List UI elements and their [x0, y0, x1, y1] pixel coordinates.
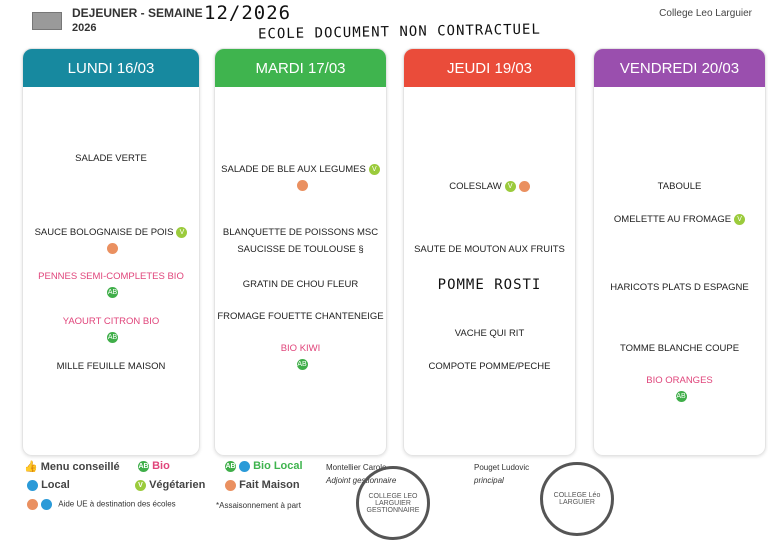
menu-item: TABOULE — [594, 181, 765, 192]
dish-name: GRATIN DE CHOU FLEUR — [242, 279, 359, 290]
handwritten-week: 12/2026 — [204, 2, 292, 24]
menu-item: OMELETTE AU FROMAGE V — [594, 214, 765, 225]
bio-icon: AB — [107, 287, 118, 299]
fait-maison-icon — [225, 479, 236, 491]
fait-maison-icon — [296, 180, 308, 192]
menu-item: HARICOTS PLATS D ESPAGNE — [594, 282, 765, 293]
dish-name: TOMME BLANCHE COUPE — [619, 343, 740, 354]
menu-item: COMPOTE POMME/PECHE — [404, 361, 575, 372]
bio-icon: AB — [107, 332, 118, 344]
dish-name: MILLE FEUILLE MAISON — [56, 361, 166, 372]
milk-icon — [41, 499, 52, 510]
legend-local: Local — [24, 479, 70, 491]
menu-item: PENNES SEMI-COMPLETES BIO — [23, 271, 199, 282]
vegetarian-icon: V — [176, 227, 188, 238]
dish-name: BIO ORANGES — [646, 375, 713, 386]
fait-maison-icon — [107, 243, 118, 255]
legend-fait-maison: Fait Maison — [222, 479, 300, 491]
menu-item: SALADE DE BLE AUX LEGUMES V — [215, 164, 386, 175]
day-header: VENDREDI 20/03 — [594, 49, 765, 87]
signatory-1-name: Montellier Carole — [326, 463, 387, 472]
dish-name: BLANQUETTE DE POISSONS MSC — [222, 227, 379, 238]
legend-vegetarien: V Végétarien — [132, 479, 205, 491]
signatory-2-role: principal — [474, 476, 504, 485]
day-header: JEUDI 19/03 — [404, 49, 575, 87]
menu-item: SAUCE BOLOGNAISE DE POIS V — [23, 227, 199, 238]
day-card-jeudi: JEUDI 19/03 COLESLAW V SAUTE DE MOUTON AUX … — [403, 48, 576, 456]
legend-aide-ue: Aide UE à destination des écoles — [24, 499, 176, 510]
dish-name: FROMAGE FOUETTE CHANTENEIGE — [217, 311, 384, 322]
apple-icon — [27, 499, 38, 510]
menu-item: GRATIN DE CHOU FLEUR — [215, 279, 386, 290]
dish-name: COLESLAW — [449, 181, 502, 193]
menu-item: MILLE FEUILLE MAISON — [23, 361, 199, 372]
bio-icon: AB — [138, 460, 149, 472]
college-logo — [32, 12, 62, 30]
dish-name: SALADE VERTE — [75, 153, 147, 164]
menu-item: COLESLAW V — [404, 181, 575, 192]
dish-name: TABOULE — [657, 181, 702, 192]
menu-item: BIO KIWI — [215, 343, 386, 354]
menu-item: POMME ROSTI — [404, 277, 575, 293]
menu-item: SALADE VERTE — [23, 153, 199, 164]
college-name: College Leo Larguier — [659, 8, 752, 19]
day-card-lundi: LUNDI 16/03 SALADE VERTE SAUCE BOLOGNAISE … — [22, 48, 200, 456]
handwritten-note: ECOLE DOCUMENT NON CONTRACTUEL — [257, 21, 541, 43]
menu-item: FROMAGE FOUETTE CHANTENEIGE — [215, 311, 386, 322]
signatory-2-name: Pouget Ludovic — [474, 463, 530, 472]
vegetarian-icon: V — [135, 479, 146, 491]
menu-item: BLANQUETTE DE POISSONS MSC — [215, 227, 386, 238]
stamp-gestionnaire: COLLEGE LEO LARGUIER GESTIONNAIRE — [356, 466, 430, 540]
vegetarian-icon: V — [734, 214, 746, 225]
legend-bio-local: AB Bio Local — [225, 460, 303, 472]
legend-menu-conseille: 👍 Menu conseillé — [24, 461, 120, 473]
day-header: LUNDI 16/03 — [23, 49, 199, 87]
dish-name: SAUTE DE MOUTON AUX FRUITS — [414, 244, 565, 255]
menu-title: DEJEUNER - SEMAINE — [72, 6, 203, 20]
vegetarian-icon: V — [504, 181, 516, 192]
thumb-icon: 👍 — [24, 461, 38, 473]
menu-item: VACHE QUI RIT — [404, 328, 575, 339]
signatory-1-role: Adjoint gestionnaire — [326, 476, 397, 485]
dish-name: YAOURT CITRON BIO — [62, 316, 160, 327]
vegetarian-icon: V — [368, 164, 380, 175]
dish-name: OMELETTE AU FROMAGE — [613, 214, 732, 226]
menu-item: SAUTE DE MOUTON AUX FRUITS — [404, 244, 575, 255]
local-icon — [27, 479, 38, 491]
menu-item: TOMME BLANCHE COUPE — [594, 343, 765, 354]
menu-item: YAOURT CITRON BIO — [23, 316, 199, 327]
dish-name: COMPOTE POMME/PECHE — [428, 361, 551, 372]
menu-year: 2026 — [72, 22, 97, 34]
dish-name: VACHE QUI RIT — [454, 328, 525, 339]
fait-maison-icon — [518, 181, 530, 192]
legend-assaisonnement: *Assaisonnement à part — [216, 501, 301, 510]
local-icon — [239, 460, 250, 472]
legend-bio: AB Bio — [138, 460, 170, 472]
day-card-mardi: MARDI 17/03 SALADE DE BLE AUX LEGUMES V BLA… — [214, 48, 387, 456]
bio-icon: AB — [225, 460, 236, 472]
dish-name: SAUCISSE DE TOULOUSE § — [237, 244, 364, 255]
menu-item: SAUCISSE DE TOULOUSE § — [215, 244, 386, 255]
handwritten-dish: POMME ROSTI — [437, 277, 542, 293]
day-header: MARDI 17/03 — [215, 49, 386, 87]
day-card-vendredi: VENDREDI 20/03 TABOULE OMELETTE AU FROMAGE… — [593, 48, 766, 456]
dish-name: SALADE DE BLE AUX LEGUMES — [221, 164, 366, 176]
dish-name: BIO KIWI — [280, 343, 321, 354]
stamp-principal: COLLEGE Léo LARGUIER — [540, 462, 614, 536]
dish-name: SAUCE BOLOGNAISE DE POIS — [34, 227, 174, 239]
dish-name: HARICOTS PLATS D ESPAGNE — [610, 282, 749, 293]
bio-icon: AB — [296, 359, 308, 371]
bio-icon: AB — [675, 391, 687, 403]
menu-item: BIO ORANGES — [594, 375, 765, 386]
dish-name: PENNES SEMI-COMPLETES BIO — [38, 271, 184, 282]
